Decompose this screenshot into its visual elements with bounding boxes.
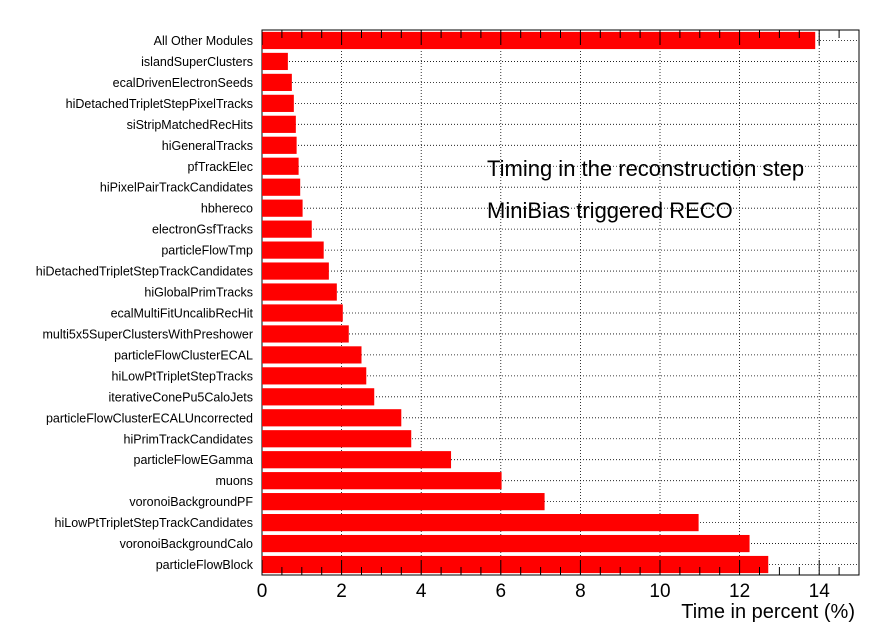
x-tick-label-6: 12 <box>729 581 750 602</box>
bar-5 <box>262 136 297 154</box>
bar-15 <box>262 346 362 364</box>
bar-11 <box>262 262 329 280</box>
category-label-15: particleFlowClusterECAL <box>114 348 253 362</box>
category-label-24: voronoiBackgroundCalo <box>120 537 253 551</box>
category-label-5: hiGeneralTracks <box>162 139 253 153</box>
category-label-20: particleFlowEGamma <box>134 453 254 467</box>
x-axis-ticks: 0 2 4 6 8 10 12 14 <box>257 30 860 602</box>
bar-2 <box>262 73 292 91</box>
bars-group <box>262 31 816 574</box>
bar-3 <box>262 94 294 112</box>
bar-1 <box>262 52 288 71</box>
category-label-23: hiLowPtTripletStepTrackCandidates <box>55 516 253 530</box>
x-tick-label-3: 6 <box>496 581 507 602</box>
bar-14 <box>262 325 349 343</box>
category-label-0: All Other Modules <box>154 34 253 48</box>
category-label-4: siStripMatchedRecHits <box>127 118 253 132</box>
bar-6 <box>262 157 299 175</box>
category-label-21: muons <box>215 474 253 488</box>
category-label-25: particleFlowBlock <box>156 558 254 572</box>
bar-20 <box>262 451 452 469</box>
category-label-3: hiDetachedTripletStepPixelTracks <box>66 97 253 111</box>
bar-22 <box>262 493 545 511</box>
bar-16 <box>262 367 367 385</box>
bar-17 <box>262 388 375 406</box>
x-tick-label-2: 4 <box>416 581 427 602</box>
category-label-18: particleFlowClusterECALUncorrected <box>46 411 253 425</box>
annotation-title: Timing in the reconstruction step <box>487 156 804 181</box>
category-label-22: voronoiBackgroundPF <box>129 495 253 509</box>
bar-0 <box>262 31 816 50</box>
category-label-7: hiPixelPairTrackCandidates <box>100 181 253 195</box>
bar-9 <box>262 220 312 238</box>
x-tick-label-7: 14 <box>809 581 831 602</box>
bar-18 <box>262 409 402 427</box>
category-label-9: electronGsfTracks <box>152 223 253 237</box>
bar-25 <box>262 555 769 574</box>
bar-10 <box>262 241 324 259</box>
annotation-subtitle: MiniBias triggered RECO <box>487 198 733 223</box>
category-label-12: hiGlobalPrimTracks <box>144 286 253 300</box>
x-axis-title: Time in percent (%) <box>681 601 855 623</box>
bar-23 <box>262 514 699 532</box>
bar-8 <box>262 199 303 217</box>
category-labels: All Other Modules islandSuperClusters ecal… <box>36 34 254 572</box>
x-tick-label-0: 0 <box>257 581 268 602</box>
bar-13 <box>262 304 343 322</box>
category-label-19: hiPrimTrackCandidates <box>124 432 253 446</box>
category-label-10: particleFlowTmp <box>161 244 253 258</box>
category-label-8: hbhereco <box>201 202 253 216</box>
bar-21 <box>262 472 502 490</box>
category-label-6: pfTrackElec <box>187 160 253 174</box>
bar-24 <box>262 534 750 553</box>
category-label-14: multi5x5SuperClustersWithPreshower <box>43 327 254 341</box>
category-label-13: ecalMultiFitUncalibRecHit <box>111 306 254 320</box>
category-label-2: ecalDrivenElectronSeeds <box>113 76 253 90</box>
bar-4 <box>262 115 296 133</box>
x-tick-label-4: 8 <box>575 581 586 602</box>
category-label-1: islandSuperClusters <box>141 55 253 69</box>
bar-12 <box>262 283 337 301</box>
bar-19 <box>262 430 412 448</box>
category-label-17: iterativeConePu5CaloJets <box>108 390 253 404</box>
x-tick-label-5: 10 <box>649 581 670 602</box>
bar-7 <box>262 178 301 196</box>
category-label-11: hiDetachedTripletStepTrackCandidates <box>36 265 253 279</box>
x-tick-label-1: 2 <box>336 581 347 602</box>
category-label-16: hiLowPtTripletStepTracks <box>112 369 254 383</box>
